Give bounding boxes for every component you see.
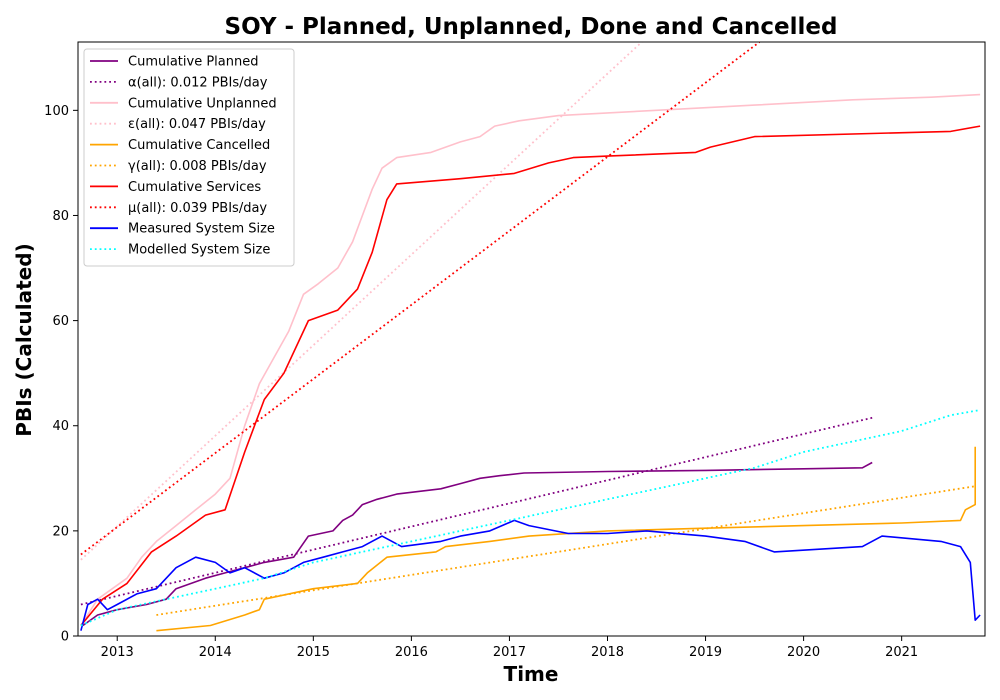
y-tick-label: 0: [61, 630, 69, 645]
x-tick-label: 2017: [493, 645, 526, 660]
series-line-5: [156, 446, 977, 632]
x-tick-label: 2019: [689, 645, 722, 660]
series-line-1: [82, 461, 873, 627]
x-axis-label: Time: [504, 662, 559, 686]
legend-label-all-0-012-pbis-day: α(all): 0.012 PBIs/day: [128, 75, 268, 90]
x-tick-label: 2015: [297, 645, 330, 660]
legend-label-all-0-039-pbis-day: μ(all): 0.039 PBIs/day: [128, 201, 267, 216]
y-axis-label: PBIs (Calculated): [12, 243, 36, 436]
legend-label-cumulative-planned: Cumulative Planned: [128, 55, 258, 70]
series-line-2: [80, 416, 873, 606]
axes-frame: [77, 41, 986, 637]
series-line-3: [80, 93, 981, 626]
x-tick-label: 2013: [101, 645, 134, 660]
y-tick-label: 80: [52, 209, 69, 224]
chart-title: SOY - Planned, Unplanned, Done and Cance…: [225, 14, 838, 40]
legend-label-cumulative-cancelled: Cumulative Cancelled: [128, 138, 270, 153]
legend-box: [83, 48, 295, 267]
legend-label-cumulative-services: Cumulative Services: [128, 180, 261, 195]
x-tick-label: 2021: [885, 645, 918, 660]
legend-label-modelled-system-size: Modelled System Size: [128, 243, 270, 258]
legend-label-all-0-047-pbis-day: ε(all): 0.047 PBIs/day: [128, 117, 266, 132]
x-tick-label: 2018: [591, 645, 624, 660]
legend-label-measured-system-size: Measured System Size: [128, 222, 275, 237]
series-line-6: [156, 485, 976, 616]
series-line-9: [80, 519, 981, 631]
x-tick-label: 2016: [395, 645, 428, 660]
axes: 2013 2014 2015 2016 2017 2018 2019 2020 2021 0 20 4…: [44, 41, 986, 660]
y-tick-label: 60: [52, 314, 69, 329]
plot-area: [80, 42, 981, 632]
y-tick-label: 20: [52, 524, 69, 539]
series-line-7: [80, 125, 981, 627]
y-tick-label: 40: [52, 419, 69, 434]
y-tick-label: 100: [44, 104, 69, 119]
x-tick-label: 2014: [199, 645, 232, 660]
legend-label-cumulative-unplanned: Cumulative Unplanned: [128, 96, 277, 111]
series-line-10: [80, 409, 981, 627]
legend: Cumulative Planned α(all): 0.012 PBIs/day…: [83, 48, 295, 267]
x-tick-label: 2020: [787, 645, 820, 660]
legend-label-all-0-008-pbis-day: γ(all): 0.008 PBIs/day: [128, 159, 267, 174]
